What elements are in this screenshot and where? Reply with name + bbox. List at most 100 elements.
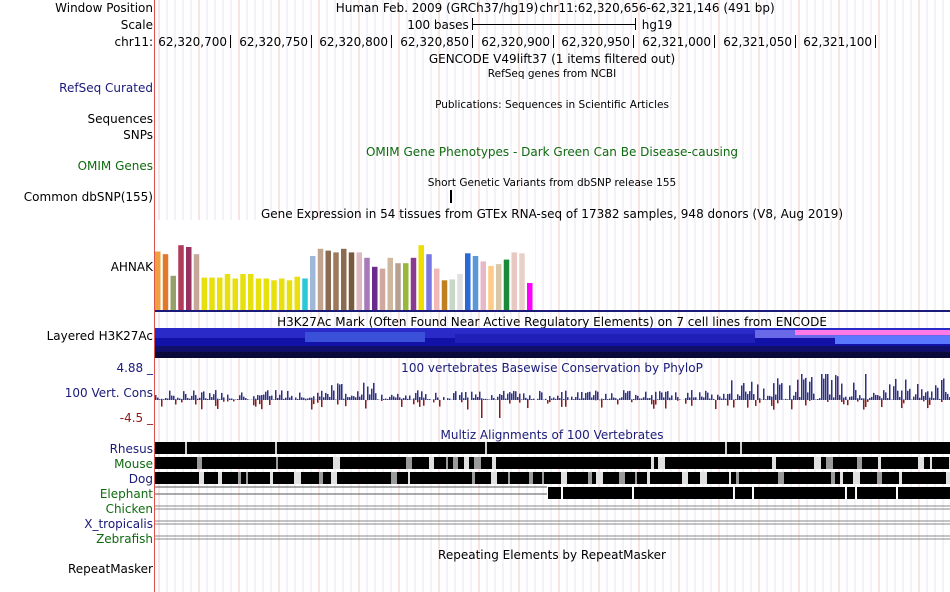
omim-track-title[interactable]: OMIM Gene Phenotypes - Dark Green Can Be…: [365, 145, 739, 159]
mouse-alignment: [886, 457, 904, 469]
snps-track-label[interactable]: SNPs: [123, 128, 153, 142]
phylop-positive-bar: [287, 390, 289, 400]
gtex-bar[interactable]: [379, 268, 386, 310]
gtex-bar[interactable]: [372, 266, 378, 310]
h3k27ac-track-title[interactable]: H3K27Ac Mark (Often Found Near Active Re…: [277, 315, 827, 329]
gtex-bar[interactable]: [488, 265, 494, 310]
phylop-signal[interactable]: [155, 374, 950, 426]
phylop-positive-bar: [471, 391, 473, 400]
gtex-bar[interactable]: [395, 263, 401, 310]
gtex-bar[interactable]: [263, 278, 270, 311]
gtex-bar[interactable]: [217, 277, 223, 310]
gtex-bar[interactable]: [527, 283, 533, 310]
gtex-bar-chart[interactable]: [155, 220, 550, 310]
cons-track-label[interactable]: 100 Vert. Cons: [64, 386, 153, 400]
gtex-bar[interactable]: [286, 280, 293, 310]
gtex-bar[interactable]: [155, 251, 161, 311]
h3k27ac-signal[interactable]: [155, 328, 950, 358]
gtex-bar[interactable]: [511, 252, 518, 310]
phylop-positive-bar: [897, 390, 899, 400]
phylop-negative-bar: [417, 400, 419, 403]
multiz-alignment[interactable]: [155, 440, 950, 545]
gtex-bar[interactable]: [170, 275, 177, 310]
gtex-bar[interactable]: [434, 268, 440, 310]
phylop-track-title[interactable]: 100 vertebrates Basewise Conservation by…: [401, 361, 703, 375]
species-label-x_tropicalis[interactable]: X_tropicalis: [84, 517, 153, 531]
gtex-bar[interactable]: [186, 247, 192, 310]
gtex-bar[interactable]: [240, 274, 246, 310]
repeatmasker-track-title[interactable]: Repeating Elements by RepeatMasker: [438, 548, 666, 562]
scale-db: hg19: [641, 18, 673, 32]
gtex-bar[interactable]: [255, 278, 262, 311]
gtex-bar[interactable]: [403, 263, 409, 310]
gtex-bar[interactable]: [201, 277, 208, 310]
phylop-positive-bar: [893, 386, 895, 400]
gtex-bar[interactable]: [279, 278, 285, 311]
gtex-gene-label[interactable]: AHNAK: [110, 260, 153, 274]
gtex-bar[interactable]: [387, 257, 394, 310]
mouse-alignment: [776, 457, 786, 469]
gtex-bar[interactable]: [457, 274, 463, 310]
snp-mark[interactable]: [450, 190, 452, 203]
chrom-label: chr11:: [114, 35, 153, 49]
mouse-alignment: [591, 457, 598, 469]
gtex-bar[interactable]: [472, 256, 479, 310]
gtex-bar[interactable]: [333, 252, 339, 310]
omim-track-label[interactable]: OMIM Genes: [77, 159, 153, 173]
gtex-bar[interactable]: [294, 276, 301, 310]
gtex-bar[interactable]: [449, 279, 456, 310]
species-label-mouse[interactable]: Mouse: [114, 457, 153, 471]
gtex-bar[interactable]: [496, 264, 502, 310]
gtex-bar[interactable]: [317, 248, 324, 310]
gtex-bar[interactable]: [364, 257, 370, 310]
phylop-positive-bar: [295, 397, 297, 400]
assembly-title[interactable]: Human Feb. 2009 (GRCh37/hg19): [335, 1, 539, 15]
gtex-bar[interactable]: [426, 254, 432, 310]
publications-track-title[interactable]: Publications: Sequences in Scientific Ar…: [435, 99, 669, 111]
gtex-bar[interactable]: [441, 280, 448, 310]
gtex-bar[interactable]: [224, 274, 231, 310]
mouse-alignment: [572, 457, 583, 469]
gtex-bar[interactable]: [341, 248, 347, 310]
gtex-bar[interactable]: [348, 252, 355, 310]
phylop-positive-bar: [899, 397, 901, 400]
gtex-bar[interactable]: [271, 280, 277, 310]
phylop-negative-bar: [747, 400, 749, 408]
gtex-bar[interactable]: [248, 274, 254, 310]
repeatmasker-track-label[interactable]: RepeatMasker: [67, 562, 153, 576]
scale-label: Scale: [120, 18, 153, 32]
multiz-track-title[interactable]: Multiz Alignments of 100 Vertebrates: [440, 428, 664, 442]
dbsnp-track-label[interactable]: Common dbSNP(155): [23, 190, 153, 204]
gtex-bar[interactable]: [480, 261, 487, 310]
gtex-bar[interactable]: [503, 259, 510, 310]
elephant-alignment: [548, 487, 561, 499]
gtex-bar[interactable]: [302, 278, 308, 311]
refseq-track-title[interactable]: RefSeq genes from NCBI: [487, 68, 617, 80]
species-label-dog[interactable]: Dog: [128, 472, 153, 486]
gtex-bar[interactable]: [325, 250, 332, 310]
species-label-zebrafish[interactable]: Zebrafish: [96, 532, 153, 546]
gtex-bar[interactable]: [209, 277, 215, 310]
gtex-bar[interactable]: [519, 253, 525, 310]
gtex-bar[interactable]: [162, 254, 169, 310]
gtex-bar[interactable]: [356, 252, 363, 310]
gtex-track-title[interactable]: Gene Expression in 54 tissues from GTEx …: [260, 207, 844, 221]
gtex-bar[interactable]: [418, 245, 425, 310]
species-label-rhesus[interactable]: Rhesus: [109, 442, 153, 456]
sequences-track-label[interactable]: Sequences: [87, 112, 153, 126]
gtex-bar[interactable]: [465, 253, 471, 310]
gtex-bar[interactable]: [178, 245, 184, 310]
phylop-positive-bar: [385, 398, 387, 400]
h3k27ac-track-label[interactable]: Layered H3K27Ac: [46, 329, 153, 343]
gencode-track-title[interactable]: GENCODE V49lift37 (1 items filtered out): [428, 52, 676, 66]
gtex-bar[interactable]: [410, 257, 417, 310]
dbsnp-track-title[interactable]: Short Genetic Variants from dbSNP releas…: [427, 177, 677, 189]
species-label-chicken[interactable]: Chicken: [105, 502, 153, 516]
species-label-elephant[interactable]: Elephant: [99, 487, 153, 501]
gtex-bar[interactable]: [193, 254, 200, 310]
phylop-positive-bar: [367, 386, 369, 400]
gtex-bar[interactable]: [310, 256, 316, 310]
phylop-positive-bar: [801, 374, 803, 400]
gtex-bar[interactable]: [232, 278, 239, 311]
refseq-track-label[interactable]: RefSeq Curated: [59, 81, 153, 95]
